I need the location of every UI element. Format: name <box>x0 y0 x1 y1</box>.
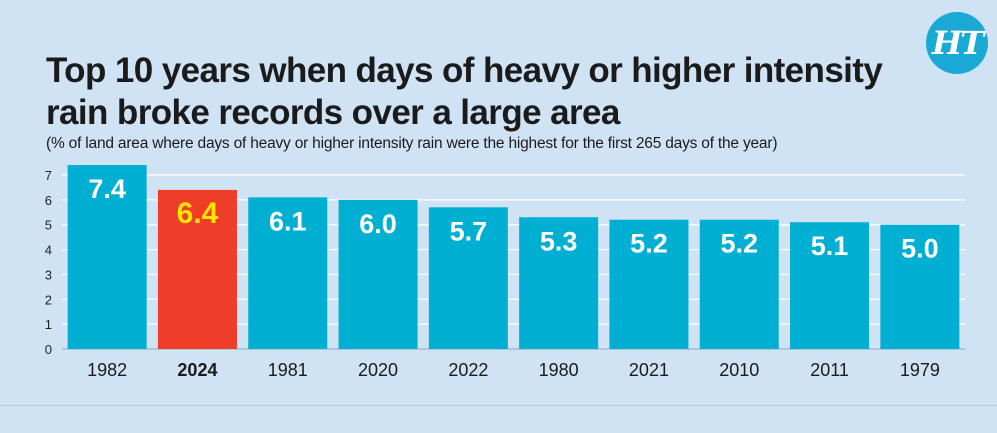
bar-2010 <box>699 219 779 349</box>
x-tick-label-1982: 1982 <box>87 360 127 380</box>
y-tick-label-3: 3 <box>45 267 52 282</box>
ht-logo: HT <box>926 12 988 74</box>
y-tick-label-5: 5 <box>45 218 52 233</box>
x-tick-label-2020: 2020 <box>358 360 398 380</box>
ht-logo-text: HT <box>931 24 984 62</box>
x-tick-label-2024: 2024 <box>177 360 217 380</box>
bar-value-label-1981: 6.1 <box>269 206 307 236</box>
bar-2020 <box>338 199 418 349</box>
bar-value-label-1982: 7.4 <box>88 174 126 204</box>
x-tick-label-2010: 2010 <box>719 360 759 380</box>
bar-value-label-1979: 5.0 <box>901 234 939 264</box>
y-tick-label-7: 7 <box>45 168 52 183</box>
bar-1979 <box>880 224 960 349</box>
x-tick-label-2022: 2022 <box>448 360 488 380</box>
bar-value-label-1980: 5.3 <box>540 226 578 256</box>
y-tick-label-0: 0 <box>45 342 52 357</box>
x-tick-label-1981: 1981 <box>268 360 308 380</box>
x-tick-label-2011: 2011 <box>810 360 849 380</box>
bar-1980 <box>519 217 599 349</box>
bar-1982 <box>67 165 147 349</box>
y-tick-label-1: 1 <box>45 317 52 332</box>
y-tick-label-2: 2 <box>45 292 52 307</box>
bar-2022 <box>428 207 508 349</box>
y-tick-label-6: 6 <box>45 193 52 208</box>
chart-title: Top 10 years when days of heavy or highe… <box>46 51 883 132</box>
bar-2011 <box>790 222 870 349</box>
chart-subtitle: (% of land area where days of heavy or h… <box>46 135 778 152</box>
x-tick-label-2021: 2021 <box>629 360 669 380</box>
bar-1981 <box>248 197 328 349</box>
bar-value-label-2011: 5.1 <box>811 231 849 261</box>
bar-2024 <box>157 189 237 349</box>
bar-value-label-2024: 6.4 <box>177 197 219 230</box>
bottom-divider <box>0 405 997 406</box>
y-tick-label-4: 4 <box>45 243 52 258</box>
bar-value-label-2022: 5.7 <box>450 216 488 246</box>
x-tick-label-1980: 1980 <box>539 360 579 380</box>
bar-value-label-2021: 5.2 <box>630 229 668 259</box>
bar-value-label-2010: 5.2 <box>720 229 758 259</box>
bar-value-label-2020: 6.0 <box>359 209 397 239</box>
bar-2021 <box>609 219 689 349</box>
x-tick-label-1979: 1979 <box>900 360 940 380</box>
